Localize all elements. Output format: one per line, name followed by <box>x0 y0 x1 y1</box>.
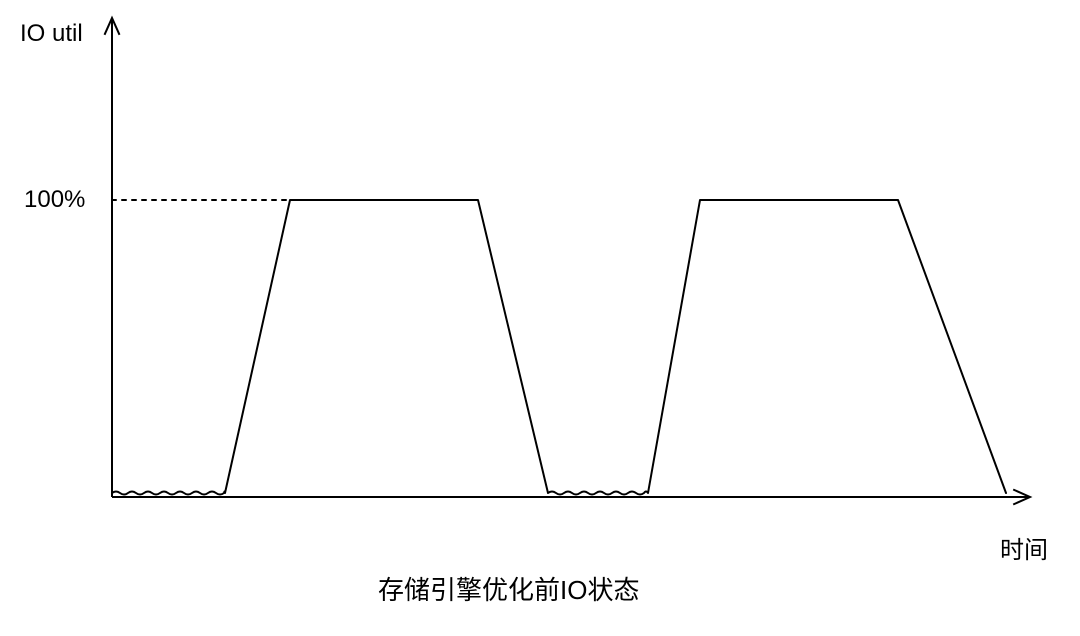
y-tick-100-label: 100% <box>24 186 85 214</box>
x-axis-label: 时间 <box>1000 530 1048 565</box>
y-axis-label: IO util <box>20 20 83 48</box>
chart-caption: 存储引擎优化前IO状态 <box>378 570 639 607</box>
io-util-chart: IO util 100% 时间 存储引擎优化前IO状态 <box>0 0 1080 631</box>
chart-svg <box>0 0 1080 631</box>
